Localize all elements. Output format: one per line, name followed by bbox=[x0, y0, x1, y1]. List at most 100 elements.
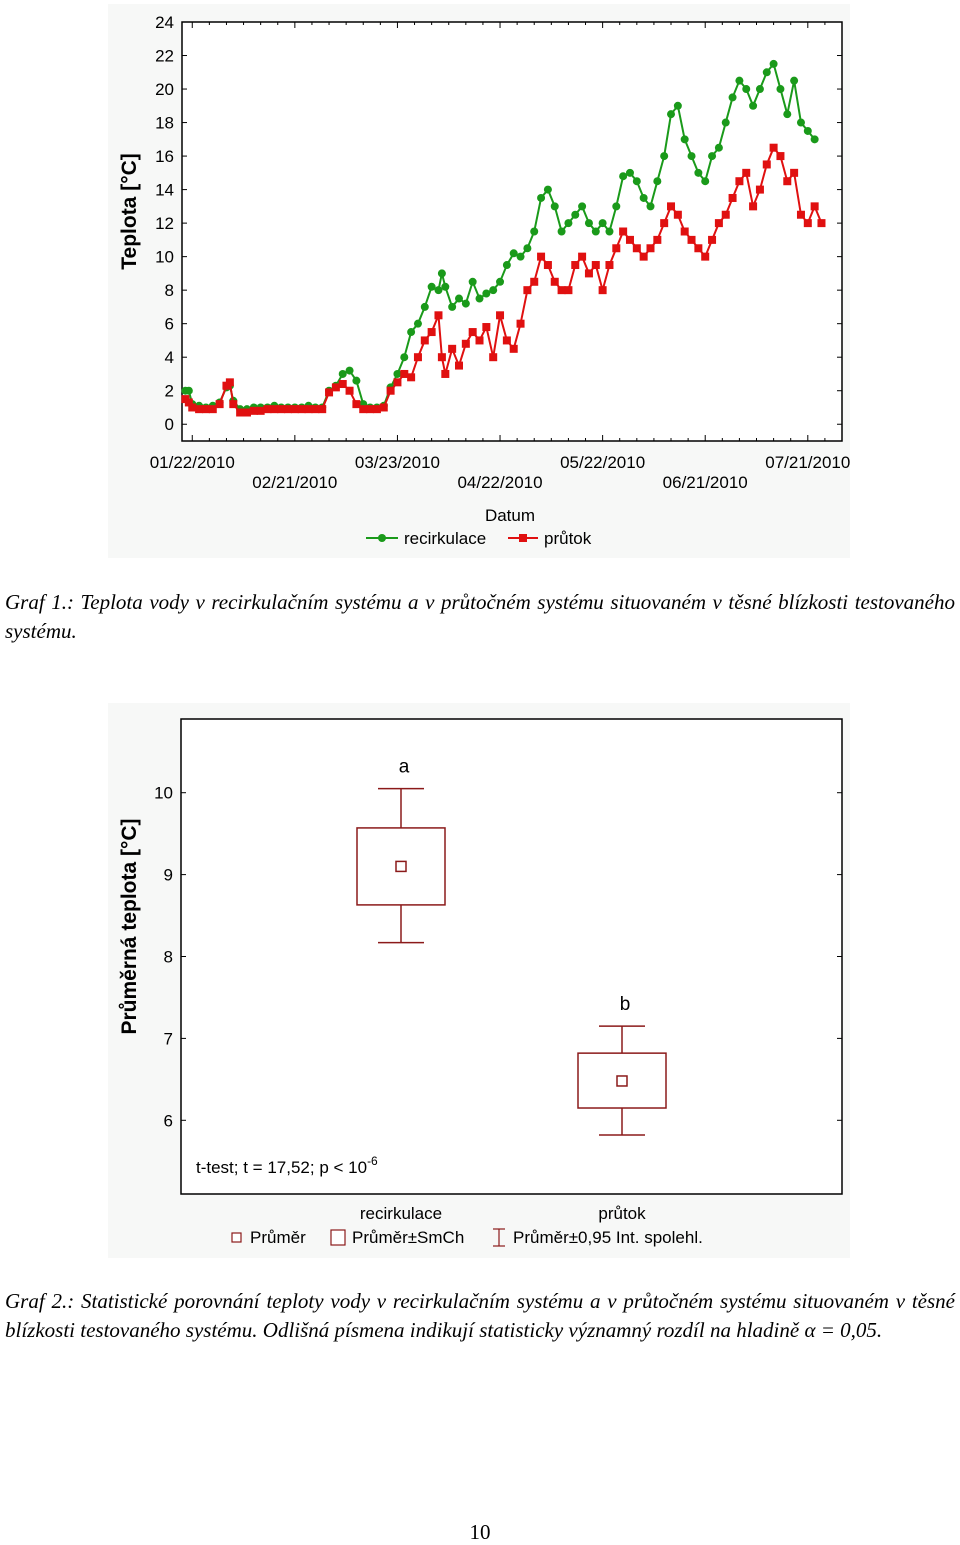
page-number: 10 bbox=[469, 1520, 491, 1544]
data-point bbox=[810, 202, 819, 211]
x-tick-label: 05/22/2010 bbox=[560, 453, 645, 472]
data-point bbox=[338, 380, 347, 389]
data-point bbox=[434, 311, 443, 320]
legend-marker bbox=[519, 534, 527, 542]
data-point bbox=[393, 378, 402, 387]
legend-marker bbox=[378, 534, 386, 542]
data-point bbox=[605, 227, 614, 236]
data-point bbox=[694, 168, 703, 177]
data-point bbox=[762, 160, 771, 169]
legend-label: Průměr±0,95 Int. spolehl. bbox=[513, 1228, 703, 1247]
significance-letter: a bbox=[399, 757, 410, 778]
data-point bbox=[352, 376, 361, 385]
data-point bbox=[584, 219, 593, 228]
data-point bbox=[687, 152, 696, 161]
data-point bbox=[653, 177, 662, 186]
data-point bbox=[578, 202, 587, 211]
data-point bbox=[578, 252, 587, 261]
data-point bbox=[461, 339, 470, 348]
data-point bbox=[742, 168, 751, 177]
data-point bbox=[783, 110, 792, 119]
data-point bbox=[461, 299, 470, 308]
data-point bbox=[817, 219, 826, 228]
data-point bbox=[762, 68, 771, 77]
legend-label: Průměr bbox=[250, 1228, 306, 1247]
x-tick-label: 04/22/2010 bbox=[457, 473, 542, 492]
data-point bbox=[249, 406, 258, 415]
data-point bbox=[543, 185, 552, 194]
legend-label: recirkulace bbox=[404, 529, 486, 548]
data-point bbox=[372, 405, 381, 414]
data-point bbox=[509, 249, 518, 258]
data-point bbox=[605, 261, 614, 270]
data-point bbox=[557, 227, 566, 236]
y-tick-label: 18 bbox=[155, 114, 174, 133]
data-point bbox=[489, 353, 498, 362]
y-tick-label: 20 bbox=[155, 80, 174, 99]
data-point bbox=[550, 202, 559, 211]
data-point bbox=[482, 289, 491, 298]
data-point bbox=[468, 277, 477, 286]
data-point bbox=[496, 311, 505, 320]
data-point bbox=[660, 219, 669, 228]
data-point bbox=[379, 403, 388, 412]
data-point bbox=[338, 369, 347, 378]
data-point bbox=[790, 168, 799, 177]
legend-mean-symbol bbox=[231, 1232, 242, 1243]
data-point bbox=[673, 101, 682, 110]
data-point bbox=[790, 76, 799, 85]
mean-temperature-box-chart: 6 7 8 9 10 Průměrná teplota [°C] a recirkulace b… bbox=[118, 718, 843, 1247]
data-point bbox=[701, 177, 710, 186]
data-point bbox=[735, 76, 744, 85]
x-tick-label: 03/23/2010 bbox=[355, 453, 440, 472]
data-point bbox=[242, 408, 251, 417]
data-point bbox=[304, 405, 313, 414]
data-point bbox=[714, 143, 723, 152]
data-point bbox=[598, 219, 607, 228]
x-axis-label: Datum bbox=[485, 506, 535, 525]
data-point bbox=[468, 328, 477, 337]
temperature-time-series-figure: 0 2 4 6 8 10 12 14 16 18 20 22 24 01/22/2010 03/23/201… bbox=[108, 4, 850, 558]
category-label: recirkulace bbox=[360, 1204, 442, 1223]
data-point bbox=[345, 366, 354, 375]
y-axis-label: Teplota [°C] bbox=[118, 153, 141, 270]
y-tick-label: 22 bbox=[155, 47, 174, 66]
data-point bbox=[646, 202, 655, 211]
data-point bbox=[352, 400, 361, 409]
data-point bbox=[215, 400, 224, 409]
data-point bbox=[749, 101, 758, 110]
data-point bbox=[619, 227, 628, 236]
data-point bbox=[256, 406, 265, 415]
data-point bbox=[680, 227, 689, 236]
data-point bbox=[413, 319, 422, 328]
data-point bbox=[564, 219, 573, 228]
data-point bbox=[783, 177, 792, 186]
data-point bbox=[345, 386, 354, 395]
data-point bbox=[591, 261, 600, 270]
data-point bbox=[796, 210, 805, 219]
data-point bbox=[632, 177, 641, 186]
data-point bbox=[318, 405, 327, 414]
y-tick-label: 14 bbox=[155, 181, 174, 200]
legend-label: Průměr±SmCh bbox=[352, 1228, 464, 1247]
data-point bbox=[427, 282, 436, 291]
data-point bbox=[721, 118, 730, 127]
data-point bbox=[667, 110, 676, 119]
data-point bbox=[530, 277, 539, 286]
y-tick-label: 9 bbox=[164, 866, 173, 885]
data-point bbox=[184, 386, 193, 395]
data-point bbox=[482, 323, 491, 332]
data-point bbox=[701, 252, 710, 261]
data-point bbox=[564, 286, 573, 295]
data-point bbox=[454, 294, 463, 303]
data-point bbox=[591, 227, 600, 236]
mean-marker bbox=[616, 1075, 628, 1087]
data-point bbox=[537, 193, 546, 202]
mean-temperature-comparison-figure: 6 7 8 9 10 Průměrná teplota [°C] a recirkulace b… bbox=[108, 703, 850, 1258]
se-box bbox=[356, 827, 446, 906]
data-point bbox=[434, 286, 443, 295]
data-point bbox=[311, 405, 320, 414]
data-point bbox=[571, 261, 580, 270]
x-tick-label: 01/22/2010 bbox=[150, 453, 235, 472]
data-point bbox=[420, 302, 429, 311]
